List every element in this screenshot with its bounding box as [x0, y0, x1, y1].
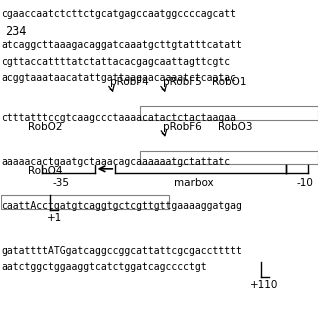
- Text: cgttaccattttatctattacacgagcaattagttcgtc: cgttaccattttatctattacacgagcaattagttcgtc: [1, 57, 231, 67]
- Text: caattAcctgatgtcaggtgctcgttgttgaaaaggatgag: caattAcctgatgtcaggtgctcgttgttgaaaaggatga…: [1, 201, 242, 211]
- Text: RobO2: RobO2: [28, 122, 63, 132]
- Text: ctttatttccgtcaagccctaaaacatactctactaagaa: ctttatttccgtcaagccctaaaacatactctactaagaa: [1, 113, 236, 123]
- Text: gatattttATGgatcaggccggcattattcgcgaccttttt: gatattttATGgatcaggccggcattattcgcgacctttt…: [1, 246, 242, 256]
- Text: RobO4: RobO4: [28, 166, 63, 176]
- Text: aatctggctggaaggtcatctggatcagcccctgt: aatctggctggaaggtcatctggatcagcccctgt: [1, 262, 207, 272]
- Text: -10: -10: [297, 178, 313, 188]
- Bar: [140, 151, 318, 164]
- Text: acggtaaataacatattgattaagaacaaaatctcaatac: acggtaaataacatattgattaagaacaaaatctcaatac: [1, 73, 236, 84]
- Text: cgaaccaatctcttctgcatgagccaatggccccagcatt: cgaaccaatctcttctgcatgagccaatggccccagcatt: [1, 9, 236, 19]
- Text: +1: +1: [47, 213, 62, 223]
- Text: marbox: marbox: [174, 178, 214, 188]
- Text: aaaaacactgaatgctaaacagcaaaaaatgctattatc: aaaaacactgaatgctaaacagcaaaaaatgctattatc: [1, 157, 231, 167]
- Bar: [1, 195, 169, 209]
- Text: RobO1: RobO1: [212, 78, 246, 87]
- Text: atcaggcttaaagacaggatcaaatgcttgtatttcatatt: atcaggcttaaagacaggatcaaatgcttgtatttcatat…: [1, 40, 242, 50]
- Text: pRobF6: pRobF6: [163, 122, 201, 132]
- Text: -35: -35: [53, 178, 70, 188]
- Text: RobO3: RobO3: [218, 122, 253, 132]
- Text: pRobF5: pRobF5: [163, 78, 201, 87]
- Bar: [140, 106, 318, 120]
- Text: pRobF4: pRobF4: [110, 78, 149, 87]
- Text: 234: 234: [5, 25, 26, 38]
- Text: +110: +110: [250, 280, 279, 290]
